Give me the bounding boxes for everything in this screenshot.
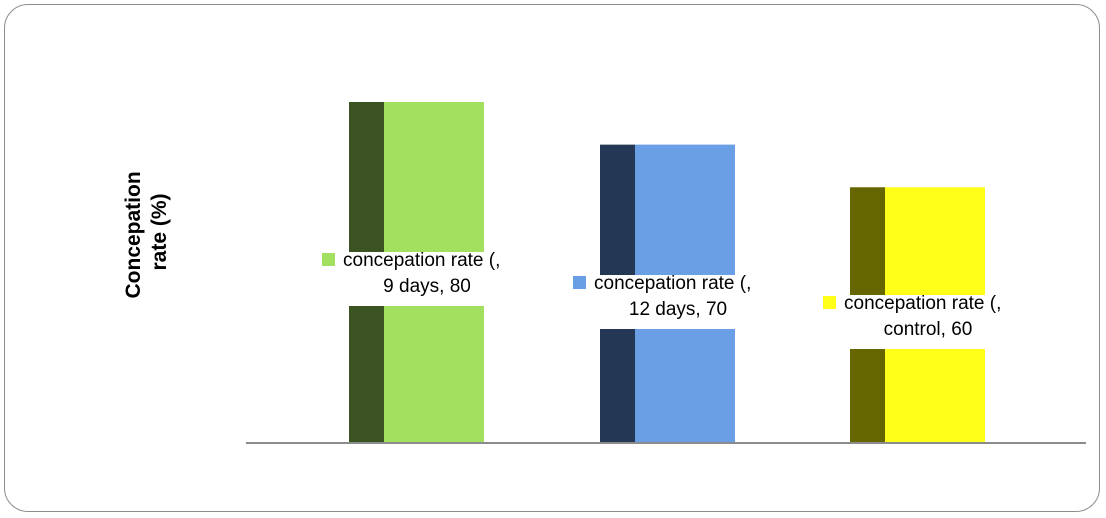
y-axis-label-line-1: Concepation xyxy=(122,171,145,298)
y-axis-label: Concepation rate (%) xyxy=(122,165,171,298)
data-label-9-days: concepation rate (, 9 days, 80 xyxy=(319,250,579,306)
data-label-control: concepation rate (, control, 60 xyxy=(820,293,1080,349)
legend-key-swatch xyxy=(573,276,586,289)
data-label-line-2: 12 days, 70 xyxy=(629,299,727,320)
y-axis-label-line-2: rate (%) xyxy=(148,193,171,270)
data-label-line-1: concepation rate (, xyxy=(594,273,751,294)
data-label-line-2: 9 days, 80 xyxy=(383,276,471,297)
data-label-line-1: concepation rate (, xyxy=(343,250,500,271)
legend-key-swatch xyxy=(823,296,836,309)
data-label-12-days: concepation rate (, 12 days, 70 xyxy=(570,273,830,329)
data-label-line-2: control, 60 xyxy=(884,319,973,340)
legend-key-swatch xyxy=(322,253,335,266)
data-label-line-1: concepation rate (, xyxy=(844,293,1001,314)
